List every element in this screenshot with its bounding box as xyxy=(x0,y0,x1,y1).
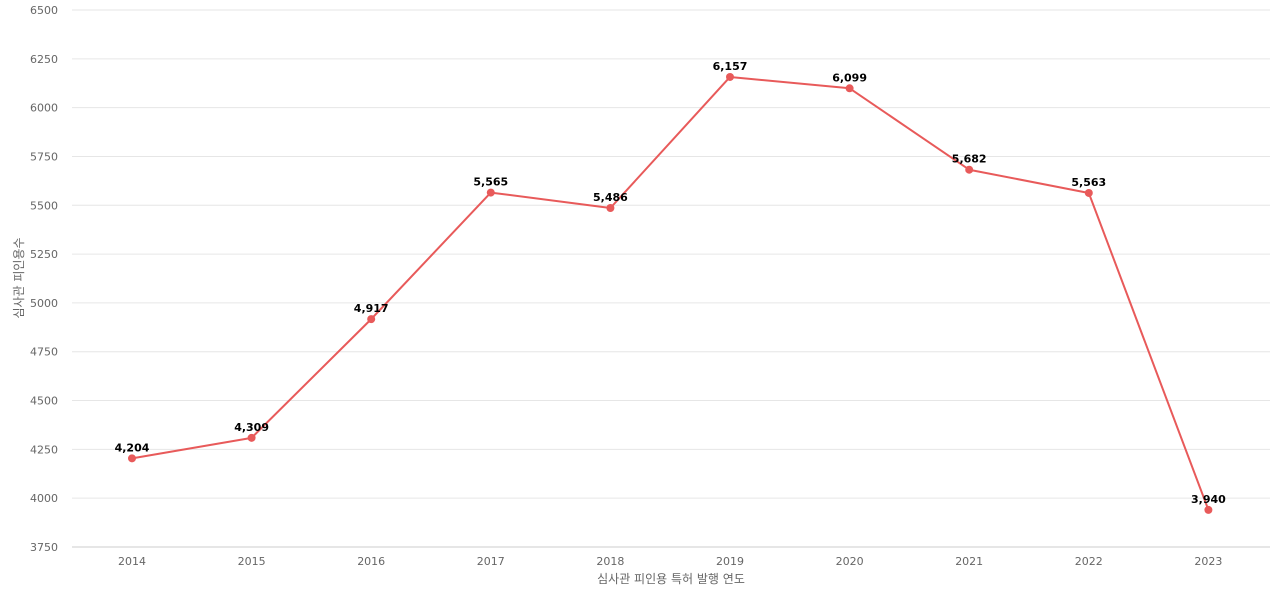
gridlines xyxy=(72,9,1270,548)
x-axis-title: 심사관 피인용 특허 발행 연도 xyxy=(597,571,745,586)
y-tick-label: 4750 xyxy=(30,346,58,359)
data-label: 4,309 xyxy=(234,421,269,434)
data-labels: 4,204 4,309 4,917 5,565 5,486 6,157 6,099 5,682… xyxy=(115,60,1227,506)
y-tick-label: 5250 xyxy=(30,248,58,261)
x-tick-label: 2020 xyxy=(836,555,864,568)
data-point[interactable] xyxy=(1084,188,1093,197)
data-point[interactable] xyxy=(128,454,136,463)
data-label: 4,204 xyxy=(115,441,150,454)
series-line xyxy=(131,75,1210,511)
x-tick-label: 2019 xyxy=(716,555,744,568)
y-tick-label: 6250 xyxy=(30,53,58,66)
data-point[interactable] xyxy=(367,315,376,324)
data-label: 5,563 xyxy=(1071,176,1106,189)
data-label: 6,099 xyxy=(832,71,867,84)
y-axis-title: 심사관 피인용수 xyxy=(12,237,26,318)
series-points xyxy=(128,72,1213,514)
y-tick-label: 6500 xyxy=(30,4,58,17)
x-tick-label: 2017 xyxy=(477,555,505,568)
y-tick-label: 5500 xyxy=(30,199,58,212)
series-line-path xyxy=(131,75,1210,511)
y-tick-label: 3750 xyxy=(30,541,58,554)
data-point[interactable] xyxy=(606,204,615,213)
data-point[interactable] xyxy=(965,165,974,174)
x-tick-label: 2016 xyxy=(357,555,385,568)
data-point[interactable] xyxy=(726,72,734,81)
y-tick-label: 4000 xyxy=(30,492,58,505)
x-tick-label: 2023 xyxy=(1194,555,1222,568)
data-point[interactable] xyxy=(845,84,854,93)
y-tick-label: 6000 xyxy=(30,102,58,115)
data-point[interactable] xyxy=(1204,505,1213,514)
x-tick-label: 2022 xyxy=(1075,555,1103,568)
data-point[interactable] xyxy=(486,188,495,197)
x-tick-label: 2018 xyxy=(596,555,624,568)
y-tick-label: 5750 xyxy=(30,150,58,163)
data-label: 6,157 xyxy=(713,60,748,73)
data-label: 5,486 xyxy=(593,191,628,204)
data-label: 4,917 xyxy=(354,302,389,315)
x-axis-ticks: 2014 2015 2016 2017 2018 2019 2020 2021 2022 2023 xyxy=(118,555,1222,568)
data-point[interactable] xyxy=(247,433,256,442)
data-label: 5,682 xyxy=(952,153,987,166)
y-tick-label: 4250 xyxy=(30,443,58,456)
y-axis-ticks: 6500 6250 6000 5750 5500 5250 5000 4750 4500 4250… xyxy=(30,4,58,554)
x-tick-label: 2021 xyxy=(955,555,983,568)
data-label: 5,565 xyxy=(473,176,508,189)
data-label: 3,940 xyxy=(1191,493,1226,506)
y-tick-label: 5000 xyxy=(30,297,58,310)
y-tick-label: 4500 xyxy=(30,395,58,408)
x-tick-label: 2014 xyxy=(118,555,146,568)
x-tick-label: 2015 xyxy=(238,555,266,568)
